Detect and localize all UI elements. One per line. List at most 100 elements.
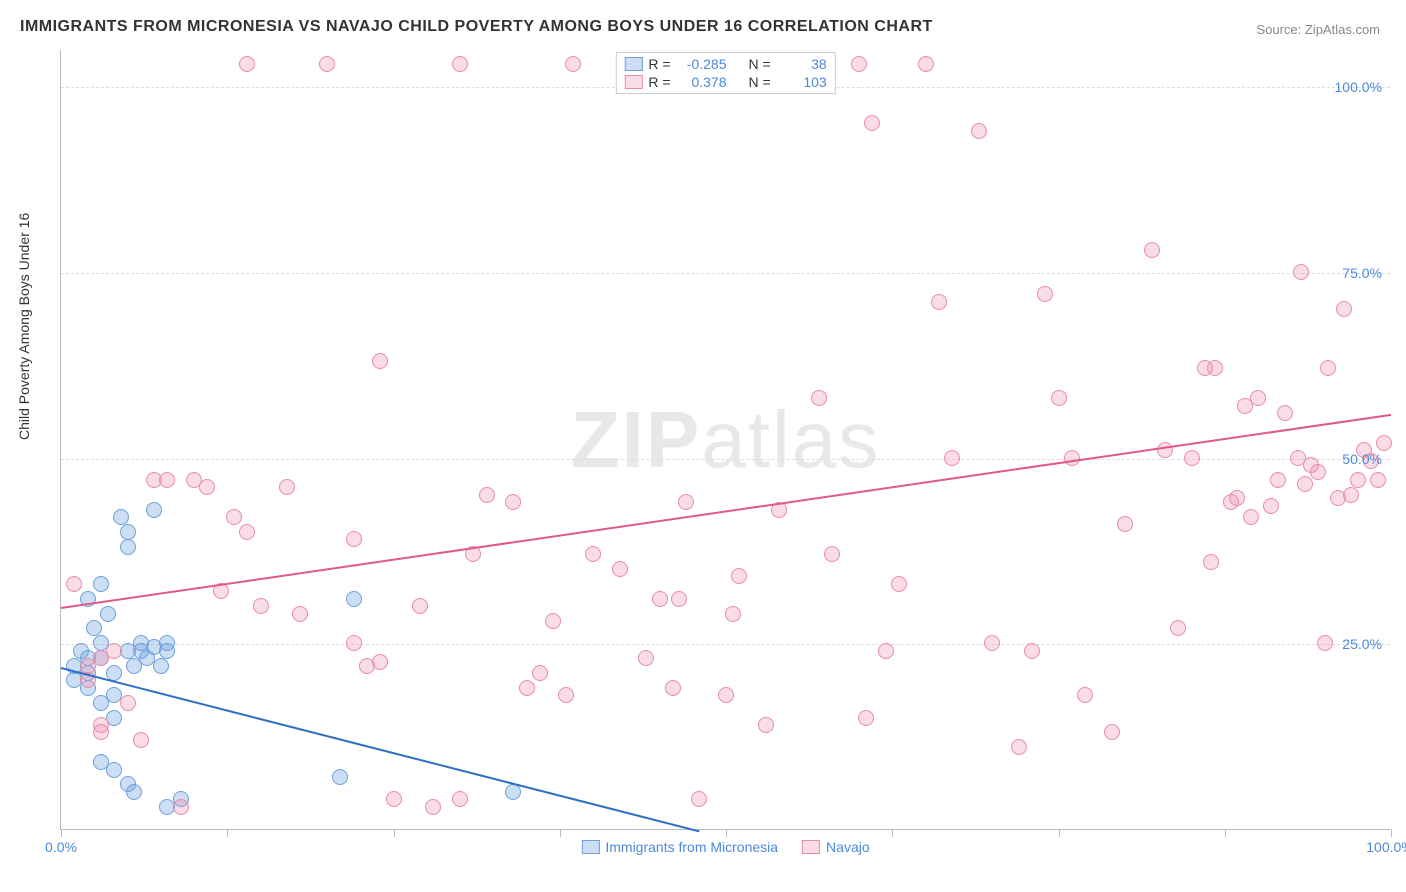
data-point [931, 294, 947, 310]
n-value-series2: 103 [777, 74, 827, 90]
x-axis-start-label: 0.0% [45, 839, 77, 855]
data-point [66, 576, 82, 592]
data-point [519, 680, 535, 696]
data-point [1144, 242, 1160, 258]
y-axis-label: Child Poverty Among Boys Under 16 [16, 213, 32, 440]
data-point [386, 791, 402, 807]
data-point [585, 546, 601, 562]
data-point [612, 561, 628, 577]
data-point [671, 591, 687, 607]
data-point [346, 591, 362, 607]
data-point [811, 390, 827, 406]
legend-item-series1: Immigrants from Micronesia [581, 839, 778, 855]
watermark-bold: ZIP [571, 395, 701, 484]
data-point [159, 643, 175, 659]
data-point [126, 784, 142, 800]
data-point [1376, 435, 1392, 451]
data-point [944, 450, 960, 466]
data-point [1250, 390, 1266, 406]
data-point [1293, 264, 1309, 280]
bottom-legend: Immigrants from Micronesia Navajo [581, 839, 869, 855]
n-label: N = [749, 56, 771, 72]
data-point [1051, 390, 1067, 406]
x-tick [61, 829, 62, 837]
x-tick [892, 829, 893, 837]
data-point [346, 635, 362, 651]
data-point [292, 606, 308, 622]
plot-area: ZIPatlas R = -0.285 N = 38 R = 0.378 N =… [60, 50, 1390, 830]
data-point [1203, 554, 1219, 570]
data-point [532, 665, 548, 681]
data-point [173, 799, 189, 815]
data-point [239, 56, 255, 72]
legend-label-series2: Navajo [826, 839, 870, 855]
data-point [1297, 476, 1313, 492]
data-point [1157, 442, 1173, 458]
y-tick-label: 100.0% [1335, 79, 1382, 95]
data-point [718, 687, 734, 703]
data-point [1104, 724, 1120, 740]
data-point [120, 695, 136, 711]
data-point [100, 606, 116, 622]
data-point [1011, 739, 1027, 755]
data-point [731, 568, 747, 584]
data-point [372, 654, 388, 670]
data-point [858, 710, 874, 726]
stats-row-series1: R = -0.285 N = 38 [624, 55, 826, 73]
stats-row-series2: R = 0.378 N = 103 [624, 73, 826, 91]
data-point [93, 717, 109, 733]
x-tick [560, 829, 561, 837]
trend-line [61, 667, 700, 832]
gridline [61, 644, 1390, 645]
swatch-series2 [802, 840, 820, 854]
data-point [372, 353, 388, 369]
data-point [1317, 635, 1333, 651]
x-tick [726, 829, 727, 837]
data-point [412, 598, 428, 614]
data-point [824, 546, 840, 562]
chart-title: IMMIGRANTS FROM MICRONESIA VS NAVAJO CHI… [20, 18, 933, 36]
data-point [1270, 472, 1286, 488]
data-point [1170, 620, 1186, 636]
stats-legend-box: R = -0.285 N = 38 R = 0.378 N = 103 [615, 52, 835, 94]
data-point [1336, 301, 1352, 317]
data-point [1207, 360, 1223, 376]
data-point [346, 531, 362, 547]
data-point [279, 479, 295, 495]
swatch-series2 [624, 75, 642, 89]
r-label: R = [648, 74, 670, 90]
data-point [665, 680, 681, 696]
data-point [1117, 516, 1133, 532]
data-point [638, 650, 654, 666]
data-point [106, 643, 122, 659]
data-point [133, 732, 149, 748]
data-point [891, 576, 907, 592]
data-point [565, 56, 581, 72]
data-point [452, 791, 468, 807]
n-label: N = [749, 74, 771, 90]
data-point [120, 524, 136, 540]
data-point [984, 635, 1000, 651]
n-value-series1: 38 [777, 56, 827, 72]
data-point [1263, 498, 1279, 514]
source-label: Source: ZipAtlas.com [1256, 22, 1380, 37]
r-label: R = [648, 56, 670, 72]
data-point [452, 56, 468, 72]
data-point [120, 539, 136, 555]
x-axis-end-label: 100.0% [1366, 839, 1406, 855]
data-point [332, 769, 348, 785]
y-tick-label: 75.0% [1342, 265, 1382, 281]
data-point [239, 524, 255, 540]
data-point [505, 494, 521, 510]
data-point [1037, 286, 1053, 302]
watermark-thin: atlas [701, 395, 880, 484]
data-point [113, 509, 129, 525]
data-point [971, 123, 987, 139]
data-point [106, 762, 122, 778]
x-tick [394, 829, 395, 837]
x-tick [1391, 829, 1392, 837]
data-point [1024, 643, 1040, 659]
data-point [725, 606, 741, 622]
r-value-series1: -0.285 [677, 56, 727, 72]
data-point [678, 494, 694, 510]
